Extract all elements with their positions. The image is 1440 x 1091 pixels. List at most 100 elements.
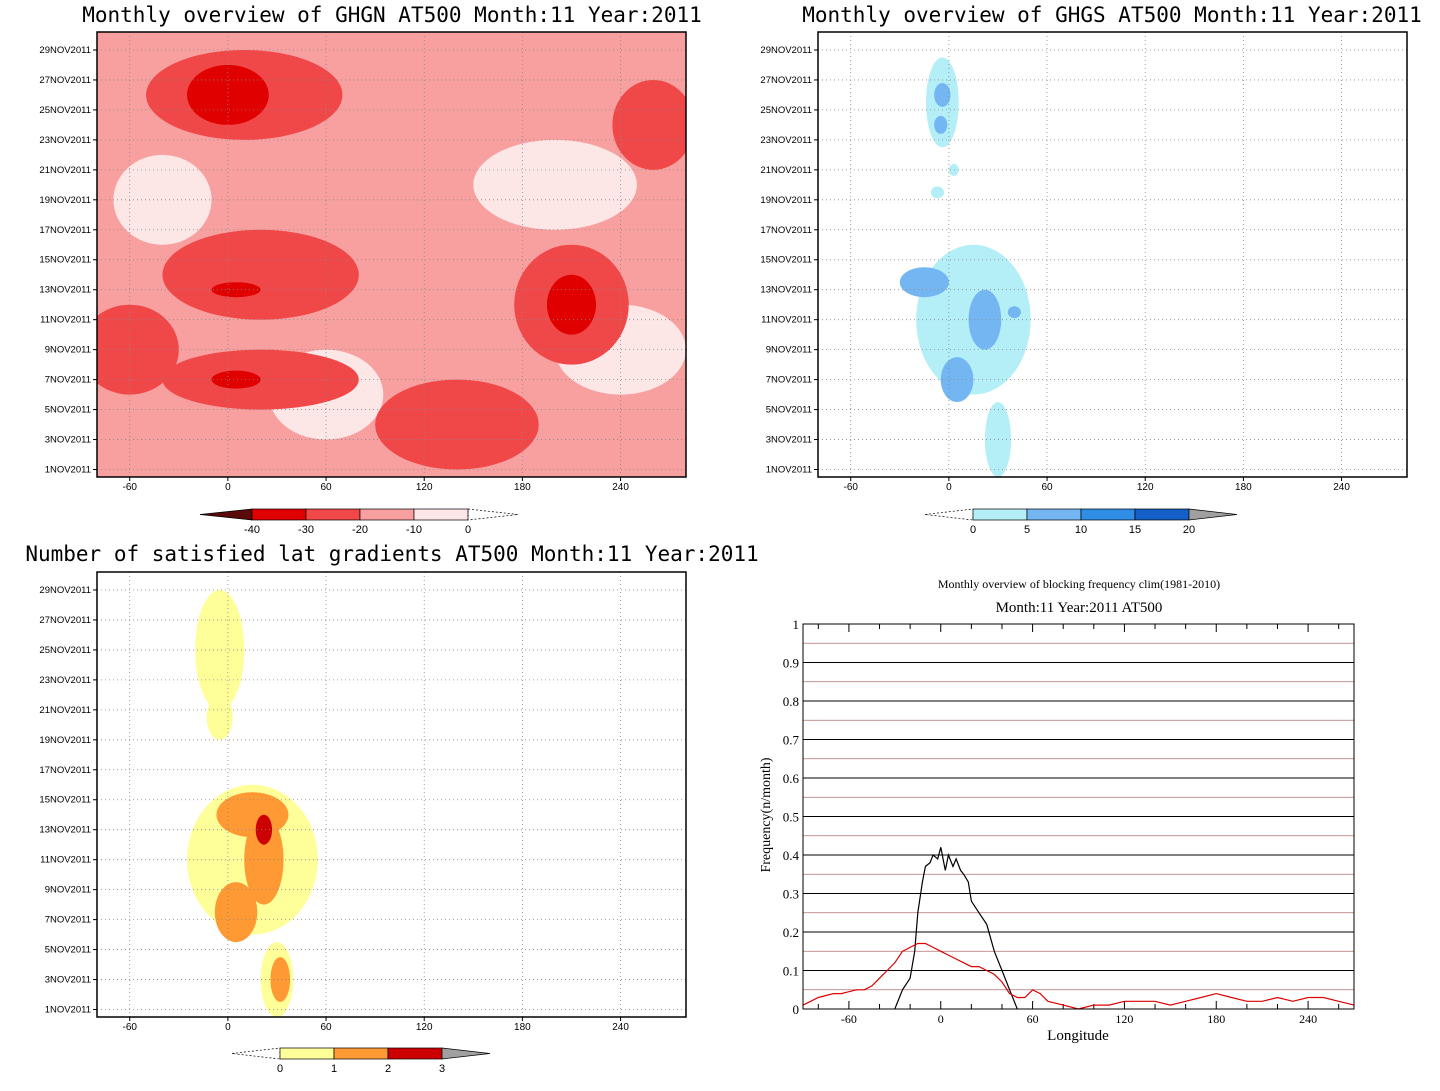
colorbar-swatch <box>467 508 519 521</box>
contour-region <box>113 154 212 245</box>
x-tick-label: 60 <box>320 482 332 493</box>
plot-frame <box>802 623 1355 1010</box>
colorbar: -40 -30 -20 -10 0 <box>199 508 519 536</box>
x-tick-label: 180 <box>1207 1012 1225 1026</box>
colorbar-label: 0 <box>277 1063 283 1075</box>
contour-region <box>968 289 1002 350</box>
y-tick-label: 15NOV2011 <box>39 255 91 266</box>
contour-region <box>186 64 269 125</box>
y-tick-label: 17NOV2011 <box>39 765 91 776</box>
y-tick-label: 25NOV2011 <box>39 105 91 116</box>
x-tick-label: 240 <box>612 1022 629 1033</box>
colorbar-swatch <box>279 1047 335 1060</box>
x-tick-label: 240 <box>612 482 629 493</box>
y-tick-label: 25NOV2011 <box>760 105 812 116</box>
y-tick-label: 25NOV2011 <box>39 645 91 656</box>
contour-region <box>940 357 974 403</box>
contour-regions <box>186 589 318 1017</box>
x-tick-label: -60 <box>122 482 137 493</box>
contour-region <box>948 163 959 176</box>
y-tick-label: 5NOV2011 <box>766 405 812 416</box>
x-tick-label: 240 <box>1333 482 1350 493</box>
x-tick-label: 180 <box>514 482 531 493</box>
y-tick-label: 23NOV2011 <box>39 675 91 686</box>
y-tick-label: 9NOV2011 <box>766 345 812 356</box>
contour-region <box>1007 306 1021 319</box>
y-tick-label: 15NOV2011 <box>760 255 812 266</box>
y-tick-label: 0.4 <box>783 848 800 863</box>
y-tick-label: 0.9 <box>783 656 799 671</box>
contour-region <box>206 694 233 740</box>
y-tick-label: 0.1 <box>783 964 799 979</box>
series-line <box>894 847 1018 1010</box>
y-tick-label: 23NOV2011 <box>39 135 91 146</box>
y-tick-label: 29NOV2011 <box>760 45 812 56</box>
y-tick-label: 0.8 <box>783 694 799 709</box>
x-tick-label: 0 <box>225 482 231 493</box>
y-tick-label: 1NOV2011 <box>45 1005 91 1016</box>
plot-frame <box>96 571 687 1018</box>
colorbar-label: 2 <box>385 1063 391 1075</box>
y-tick-label: 0.3 <box>783 887 799 902</box>
heatmap-panel-ghgs: 1NOV2011 3NOV2011 5NOV2011 7NOV2011 9NOV2011… <box>760 31 1408 536</box>
plot-background <box>818 32 1407 477</box>
contour-region <box>270 957 291 1003</box>
contour-region <box>930 186 944 199</box>
x-tick-label: 60 <box>320 1022 332 1033</box>
colorbar-swatch <box>972 508 1028 521</box>
panel-title: Monthly overview of GHGS AT500 Month:11 … <box>802 3 1422 27</box>
x-tick-label: 60 <box>1027 1012 1039 1026</box>
y-tick-label: 0.6 <box>783 771 800 786</box>
plot-frame <box>96 31 687 478</box>
contour-region <box>375 379 539 470</box>
y-tick-label: 17NOV2011 <box>39 225 91 236</box>
y-tick-label: 13NOV2011 <box>39 825 91 836</box>
y-tick-label: 21NOV2011 <box>39 165 91 176</box>
panel-title: Monthly overview of GHGN AT500 Month:11 … <box>82 3 702 27</box>
y-tick-label: 3NOV2011 <box>45 975 91 986</box>
y-tick-label: 5NOV2011 <box>45 945 91 956</box>
colorbar-label: 0 <box>970 524 976 536</box>
y-tick-label: 1NOV2011 <box>766 465 812 476</box>
y-axis-label: Frequency(n/month) <box>759 757 774 872</box>
x-tick-label: 240 <box>1299 1012 1317 1026</box>
contour-region <box>195 589 245 710</box>
colorbar-swatch <box>387 1047 443 1060</box>
x-tick-label: -60 <box>122 1022 137 1033</box>
y-tick-label: 3NOV2011 <box>45 435 91 446</box>
y-tick-label: 11NOV2011 <box>761 315 812 326</box>
colorbar-swatch <box>231 1047 281 1060</box>
colorbar-swatch <box>1188 508 1238 521</box>
colorbar-swatch <box>1080 508 1136 521</box>
y-tick-label: 0.7 <box>783 733 800 748</box>
x-tick-label: -60 <box>843 482 858 493</box>
contour-region <box>214 882 258 943</box>
y-tick-label: 1NOV2011 <box>45 465 91 476</box>
y-tick-label: 29NOV2011 <box>39 585 91 596</box>
y-tick-label: 5NOV2011 <box>45 405 91 416</box>
contour-region <box>984 402 1012 477</box>
line-chart-subtitle: Month:11 Year:2011 AT500 <box>996 600 1163 616</box>
y-tick-label: 27NOV2011 <box>39 615 91 626</box>
x-tick-label: -60 <box>841 1012 857 1026</box>
contour-regions <box>97 49 686 477</box>
colorbar-label: 3 <box>439 1063 445 1075</box>
y-tick-label: 21NOV2011 <box>760 165 812 176</box>
y-tick-label: 19NOV2011 <box>760 195 812 206</box>
contour-region <box>899 267 949 298</box>
y-tick-label: 13NOV2011 <box>39 285 91 296</box>
plot-frame <box>817 31 1408 478</box>
y-tick-label: 9NOV2011 <box>45 345 91 356</box>
contour-region <box>934 115 948 134</box>
contour-region <box>255 814 273 845</box>
colorbar-swatch <box>924 508 974 521</box>
line-chart-panel: 0 0.1 0.2 0.3 0.4 0.5 0.6 0.7 0.8 0.9 1 -60 0 60 120 18… <box>783 617 1355 1026</box>
x-tick-label: 120 <box>1115 1012 1133 1026</box>
colorbar-label: -30 <box>298 524 314 536</box>
y-tick-label: 1 <box>793 617 800 632</box>
contour-regions <box>899 57 1031 477</box>
x-axis-label: Longitude <box>1047 1028 1109 1044</box>
y-tick-label: 15NOV2011 <box>39 795 91 806</box>
colorbar-label: -40 <box>244 524 260 536</box>
colorbar-swatch <box>359 508 415 521</box>
